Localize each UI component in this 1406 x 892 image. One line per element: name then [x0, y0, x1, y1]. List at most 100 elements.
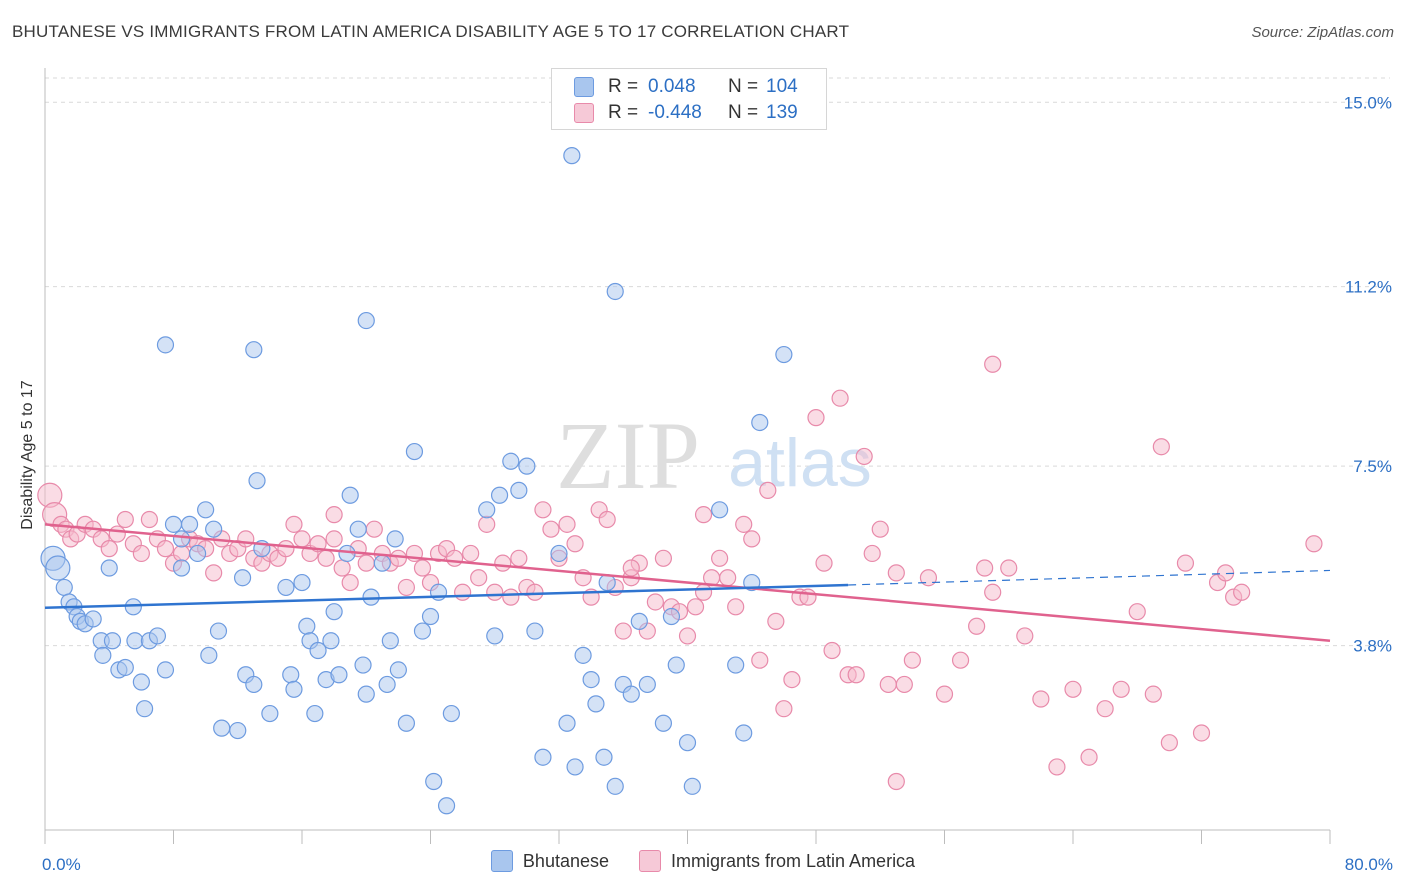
latin-america-point — [357, 554, 375, 572]
bhutanese-point — [322, 632, 340, 650]
y-tick-label: 15.0% — [1344, 93, 1392, 112]
bhutanese-point — [630, 612, 648, 630]
r-value: -0.448 — [648, 102, 702, 123]
latin-america-point — [855, 447, 873, 466]
latin-america-point — [237, 530, 255, 548]
latin-america-point — [454, 583, 472, 601]
latin-america-point — [847, 666, 865, 684]
y-tick-label: 11.2% — [1345, 278, 1392, 297]
latin-america-point — [140, 510, 159, 529]
bhutanese-point — [378, 675, 396, 694]
latin-america-point — [686, 598, 705, 616]
latin-america-point — [984, 583, 1002, 601]
latin-america-point — [751, 651, 769, 669]
latin-america-point — [984, 355, 1002, 373]
r-value: 0.048 — [648, 76, 696, 97]
bhutanese-point — [606, 282, 624, 301]
bhutanese-point — [124, 598, 142, 616]
latin-america-point — [678, 627, 697, 645]
bhutanese-point — [245, 675, 263, 694]
latin-america-point — [317, 549, 335, 567]
latin-america-point — [887, 564, 905, 582]
latin-america-point — [694, 583, 713, 601]
legend-label-bhutanese: Bhutanese — [522, 850, 609, 871]
bhutanese-point — [486, 627, 504, 645]
bhutanese-point — [126, 632, 144, 650]
bhutanese-point — [526, 622, 544, 640]
latin-america-trend-line — [44, 523, 1331, 643]
bhutanese-point — [397, 714, 416, 732]
latin-america-point — [285, 515, 303, 533]
latin-america-point — [397, 578, 416, 597]
bhutanese-point — [282, 666, 300, 684]
bhutanese-point — [349, 520, 367, 538]
bhutanese-point — [156, 336, 175, 354]
bhutanese-point — [582, 670, 600, 689]
r-label: R = — [608, 102, 639, 123]
latin-america-point — [1032, 690, 1050, 708]
source-label: Source: ZipAtlas.com — [1251, 24, 1394, 41]
bhutanese-point — [622, 685, 640, 703]
latin-america-point — [815, 554, 833, 572]
bhutanese-point — [534, 748, 552, 766]
latin-america-point — [919, 569, 938, 587]
latin-america-point — [1128, 603, 1146, 621]
latin-america-point — [526, 583, 544, 601]
stats-row-latin-america: R = -0.448 N = 139 — [574, 100, 798, 126]
bhutanese-point — [248, 472, 266, 490]
latin-america-point — [156, 540, 175, 558]
bhutanese-point — [563, 147, 581, 165]
bhutanese-point — [132, 673, 150, 691]
bhutanese-point — [245, 341, 263, 359]
latin-america-point — [622, 559, 640, 577]
bhutanese-point — [357, 685, 375, 703]
n-label: N = — [728, 76, 759, 97]
latin-america-point — [108, 525, 126, 543]
bhutanese-point — [309, 641, 327, 660]
bhutanese-trend-line — [44, 583, 849, 610]
latin-america-point — [277, 540, 295, 558]
watermark-zip: ZIP — [556, 402, 700, 509]
bhutanese-point — [213, 719, 231, 737]
latin-america-point — [389, 549, 407, 567]
latin-america-point — [968, 617, 986, 635]
latin-america-point — [510, 549, 528, 567]
bhutanese-point — [298, 617, 316, 635]
bhutanese-point — [209, 622, 228, 640]
bhutanese-point — [148, 627, 167, 645]
latin-america-point — [462, 544, 480, 563]
latin-america-point — [1064, 680, 1082, 698]
bhutanese-point — [574, 646, 592, 664]
latin-america-swatch — [574, 103, 594, 123]
bhutanese-point — [413, 622, 432, 640]
r-label: R = — [608, 76, 639, 97]
latin-america-point — [879, 675, 897, 694]
latin-america-point — [727, 598, 745, 616]
bhutanese-point — [683, 777, 701, 795]
latin-america-point — [807, 409, 825, 427]
bhutanese-point — [94, 646, 112, 664]
legend-item-bhutanese: Bhutanese — [490, 850, 609, 872]
bhutanese-point — [362, 588, 380, 606]
latin-america-point — [478, 515, 496, 533]
latin-america-point — [903, 651, 921, 669]
latin-america-point — [1112, 680, 1130, 698]
bhutanese-point — [437, 797, 456, 815]
chart-title: BHUTANESE VS IMMIGRANTS FROM LATIN AMERI… — [12, 22, 850, 41]
bhutanese-point — [711, 501, 729, 519]
bhutanese-point — [490, 486, 509, 504]
bhutanese-point — [285, 680, 303, 698]
bhutanese-point — [233, 569, 252, 587]
legend-item-latin-america: Immigrants from Latin America — [639, 850, 915, 872]
y-tick-label: 3.8% — [1353, 637, 1392, 656]
bhutanese-point — [518, 457, 536, 475]
bhutanese-swatch — [574, 77, 594, 97]
latin-america-point — [719, 569, 737, 587]
latin-america-point — [445, 549, 464, 567]
bhutanese-point — [100, 559, 118, 577]
latin-america-point — [333, 559, 351, 577]
latin-america-point — [365, 520, 383, 538]
latin-america-point — [293, 530, 311, 548]
latin-america-point — [502, 588, 520, 606]
